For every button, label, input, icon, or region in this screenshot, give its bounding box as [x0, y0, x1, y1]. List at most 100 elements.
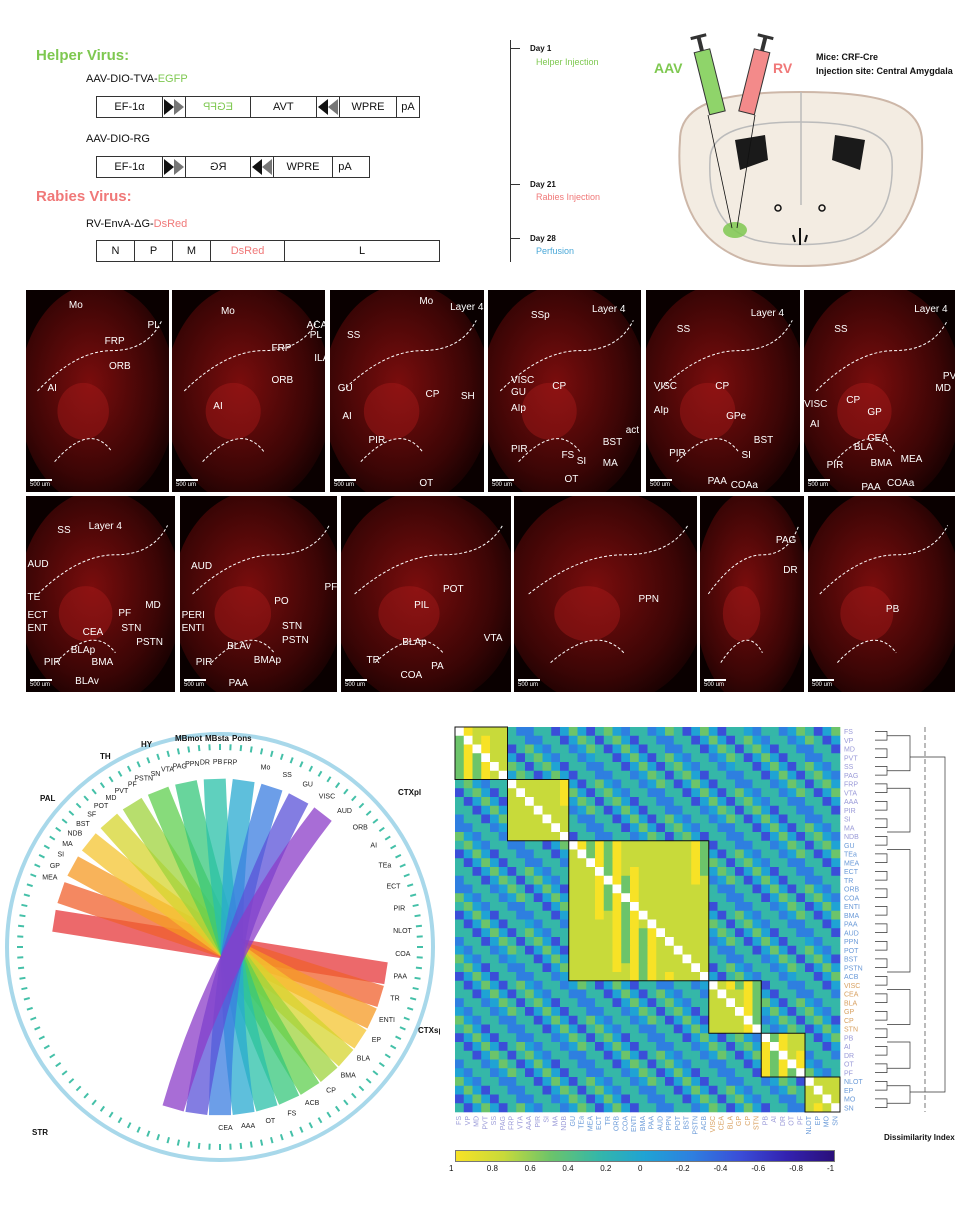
- heatmap-cell: [726, 972, 736, 982]
- heatmap-cell: [805, 1077, 815, 1087]
- heatmap-cell: [752, 875, 762, 885]
- heatmap-cell: [726, 963, 736, 973]
- heatmap-cell: [647, 797, 657, 807]
- heatmap-cell: [455, 770, 465, 780]
- heatmap-cell: [490, 770, 500, 780]
- heatmap-cell: [647, 919, 657, 929]
- heatmap-cell: [621, 1068, 631, 1078]
- heatmap-cell: [577, 1094, 587, 1104]
- heatmap-cell: [665, 823, 675, 833]
- heatmap-cell: [726, 858, 736, 868]
- heatmap-cell: [708, 980, 718, 990]
- heatmap-cell: [647, 954, 657, 964]
- heatmap-cell: [603, 998, 613, 1008]
- heatmap-cell: [481, 753, 491, 763]
- heatmap-cell: [516, 1103, 526, 1113]
- injection-site-label: Injection site: Central Amygdala: [816, 66, 953, 76]
- heatmap-cell: [770, 1103, 780, 1113]
- heatmap-cell: [463, 744, 473, 754]
- heatmap-cell: [577, 919, 587, 929]
- heatmap-cell: [507, 893, 517, 903]
- chord-tick: [414, 976, 421, 980]
- heatmap-cell: [726, 919, 736, 929]
- seg-wpre: WPRE: [339, 97, 397, 117]
- heatmap-cell: [717, 902, 727, 912]
- heatmap-col-label: BMA: [640, 1116, 647, 1132]
- heatmap-cell: [813, 972, 823, 982]
- heatmap-cell: [778, 945, 788, 955]
- heatmap-cell: [673, 1077, 683, 1087]
- heatmap-cell: [516, 849, 526, 859]
- heatmap-cell: [533, 963, 543, 973]
- heatmap-cell: [516, 779, 526, 789]
- heatmap-cell: [542, 823, 552, 833]
- heatmap-cell: [743, 814, 753, 824]
- heatmap-cell: [481, 840, 491, 850]
- region-label: Layer 4: [88, 521, 122, 533]
- heatmap-cell: [778, 762, 788, 772]
- heatmap-cell: [761, 832, 771, 842]
- heatmap-cell: [455, 1007, 465, 1017]
- region-label: SI: [741, 449, 751, 461]
- heatmap-cell: [813, 762, 823, 772]
- landmark-bottom: [792, 228, 808, 245]
- timeline-event-2: Rabies Injection: [536, 192, 601, 202]
- heatmap-cell: [490, 902, 500, 912]
- heatmap-cell: [726, 945, 736, 955]
- heatmap-cell: [761, 954, 771, 964]
- heatmap-cell: [735, 1077, 745, 1087]
- heatmap-cell: [525, 814, 535, 824]
- heatmap-cell: [638, 972, 648, 982]
- heatmap-cell: [796, 867, 806, 877]
- heatmap-cell: [761, 1007, 771, 1017]
- heatmap-cell: [621, 945, 631, 955]
- heatmap-cell: [630, 788, 640, 798]
- heatmap-cell: [796, 1033, 806, 1043]
- heatmap-cell: [560, 1050, 570, 1060]
- heatmap-row-label: FRP: [844, 782, 858, 789]
- heatmap-cell: [691, 1007, 701, 1017]
- heatmap-cell: [778, 998, 788, 1008]
- heatmap-cell: [735, 1007, 745, 1017]
- heatmap-cell: [481, 1033, 491, 1043]
- heatmap-cell: [472, 998, 482, 1008]
- chord-tick: [30, 873, 37, 878]
- heatmap-cell: [498, 1007, 508, 1017]
- heatmap-cell: [787, 840, 797, 850]
- loxp-right-icon-2: [163, 159, 185, 175]
- heatmap-cell: [507, 753, 517, 763]
- heatmap-cell: [455, 727, 465, 737]
- heatmap-cell: [761, 867, 771, 877]
- heatmap-cell: [822, 832, 832, 842]
- heatmap-cell: [568, 727, 578, 737]
- heatmap-cell: [682, 1033, 692, 1043]
- heatmap-cell: [603, 797, 613, 807]
- heatmap-cell: [551, 954, 561, 964]
- heatmap-cell: [708, 805, 718, 815]
- heatmap-cell: [455, 1024, 465, 1034]
- heatmap-cell: [778, 753, 788, 763]
- heatmap-cell: [717, 762, 727, 772]
- heatmap-cell: [621, 744, 631, 754]
- heatmap-cell: [455, 980, 465, 990]
- landmark-left: [774, 204, 782, 212]
- chord-tick: [26, 883, 33, 888]
- heatmap-cell: [673, 727, 683, 737]
- chord-group-label: CTXsp: [418, 1026, 440, 1035]
- heatmap-cell: [638, 893, 648, 903]
- chord-node-label: NDB: [67, 831, 82, 838]
- heatmap-cell: [717, 945, 727, 955]
- heatmap-cell: [638, 1007, 648, 1017]
- heatmap-cell: [551, 779, 561, 789]
- heatmap-cell: [638, 797, 648, 807]
- region-label: ORB: [108, 360, 131, 372]
- heatmap-cell: [603, 770, 613, 780]
- heatmap-cell: [813, 770, 823, 780]
- heatmap-cell: [717, 884, 727, 894]
- heatmap-col-label: SI: [544, 1116, 551, 1123]
- heatmap-cell: [621, 1042, 631, 1052]
- heatmap-cell: [813, 1050, 823, 1060]
- heatmap-cell: [708, 814, 718, 824]
- heatmap-cell: [638, 788, 648, 798]
- heatmap-cell: [831, 858, 841, 868]
